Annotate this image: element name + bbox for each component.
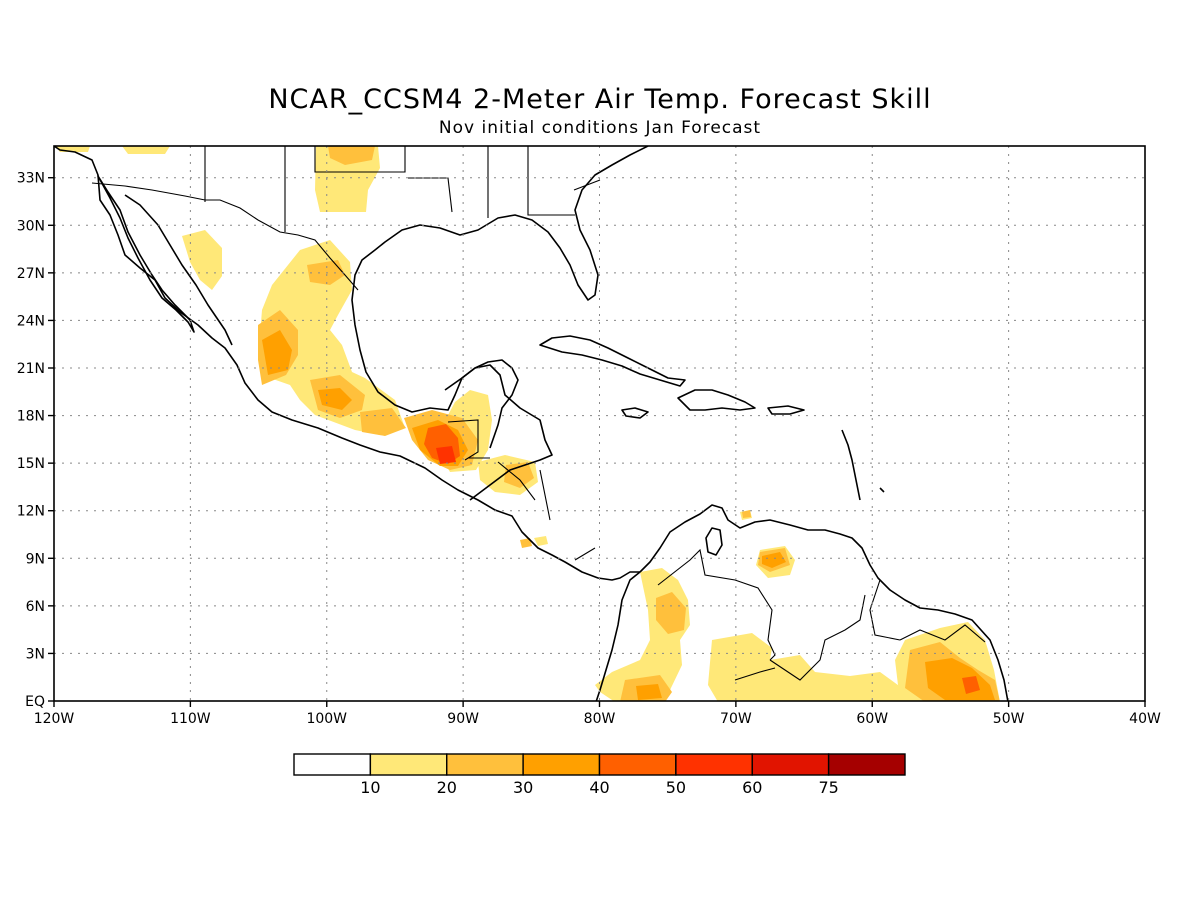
colorbar-swatch	[598, 753, 677, 776]
central-america-borders	[447, 419, 596, 561]
us-mexico-border	[91, 182, 359, 291]
colorbar-swatch	[522, 753, 601, 776]
coastlines	[54, 146, 1009, 701]
lon-tick-label: 90W	[447, 711, 479, 727]
colorbar-swatch	[827, 753, 906, 776]
lon-tick-label: 50W	[993, 711, 1025, 727]
map-subtitle: Nov initial conditions Jan Forecast	[438, 118, 762, 138]
south-america-coast	[639, 504, 1009, 701]
south-america-borders	[657, 548, 986, 681]
lon-tick-label: 40W	[1129, 711, 1161, 727]
map-frame	[53, 145, 1146, 702]
jamaica	[621, 407, 649, 419]
colorbar-swatch	[369, 753, 448, 776]
map-grid	[54, 146, 1145, 701]
skill-50-60-regions	[436, 446, 456, 464]
lat-tick-label: 6N	[26, 599, 45, 615]
baja-california	[97, 175, 195, 333]
lat-tick-label: 3N	[26, 646, 45, 662]
colorbar-label: 30	[513, 778, 533, 797]
hispaniola	[677, 389, 756, 411]
colorbar-label: 75	[818, 778, 838, 797]
lat-tick-label: 24N	[17, 313, 45, 329]
puerto-rico	[767, 405, 805, 415]
us-state-borders	[204, 146, 601, 232]
lon-tick-label: 60W	[856, 711, 888, 727]
lat-tick-label: 30N	[17, 218, 45, 234]
gulf-of-california-shore	[124, 194, 233, 346]
lake-maracaibo	[705, 527, 723, 556]
lat-tick-label: 15N	[17, 456, 45, 472]
colorbar-swatch	[751, 753, 830, 776]
lat-tick-label: 27N	[17, 266, 45, 282]
lat-tick-label: 12N	[17, 504, 45, 520]
colorbar: 10 20 30 40 50 60 75	[293, 753, 906, 797]
lesser-antilles	[841, 429, 885, 501]
colorbar-label: 10	[360, 778, 380, 797]
lat-tick-label: 9N	[26, 551, 45, 567]
lat-tick-label: 18N	[17, 409, 45, 425]
cuba	[539, 335, 686, 387]
south-america-pacific-coast	[595, 571, 641, 701]
colorbar-swatch	[293, 753, 372, 776]
lat-tick-label: 33N	[17, 171, 45, 187]
map-title: NCAR_CCSM4 2-Meter Air Temp. Forecast Sk…	[268, 84, 932, 115]
colorbar-label: 40	[589, 778, 609, 797]
colorbar-label: 60	[742, 778, 762, 797]
lon-tick-label: 120W	[34, 711, 75, 727]
colorbar-swatch	[446, 753, 524, 776]
colorbar-label: 50	[666, 778, 686, 797]
colorbar-label: 20	[437, 778, 457, 797]
political-borders	[91, 146, 986, 681]
map-ticks: EQ 3N 6N 9N 12N 15N 18N 21N 24N 27N 30N 33N 120W 110W…	[17, 171, 1161, 727]
lon-tick-label: 100W	[306, 711, 347, 727]
lat-tick-label: EQ	[25, 694, 45, 710]
lat-tick-label: 21N	[17, 361, 45, 377]
north-america-coast	[54, 146, 640, 581]
lon-tick-label: 80W	[584, 711, 616, 727]
lon-tick-label: 110W	[170, 711, 211, 727]
skill-10-20-regions	[55, 146, 1000, 701]
lon-tick-label: 70W	[720, 711, 752, 727]
skill-20-30-regions	[258, 146, 1000, 701]
colorbar-swatch	[675, 753, 753, 776]
gulf-of-mexico-coast	[351, 146, 649, 501]
skill-shading	[55, 146, 1000, 701]
